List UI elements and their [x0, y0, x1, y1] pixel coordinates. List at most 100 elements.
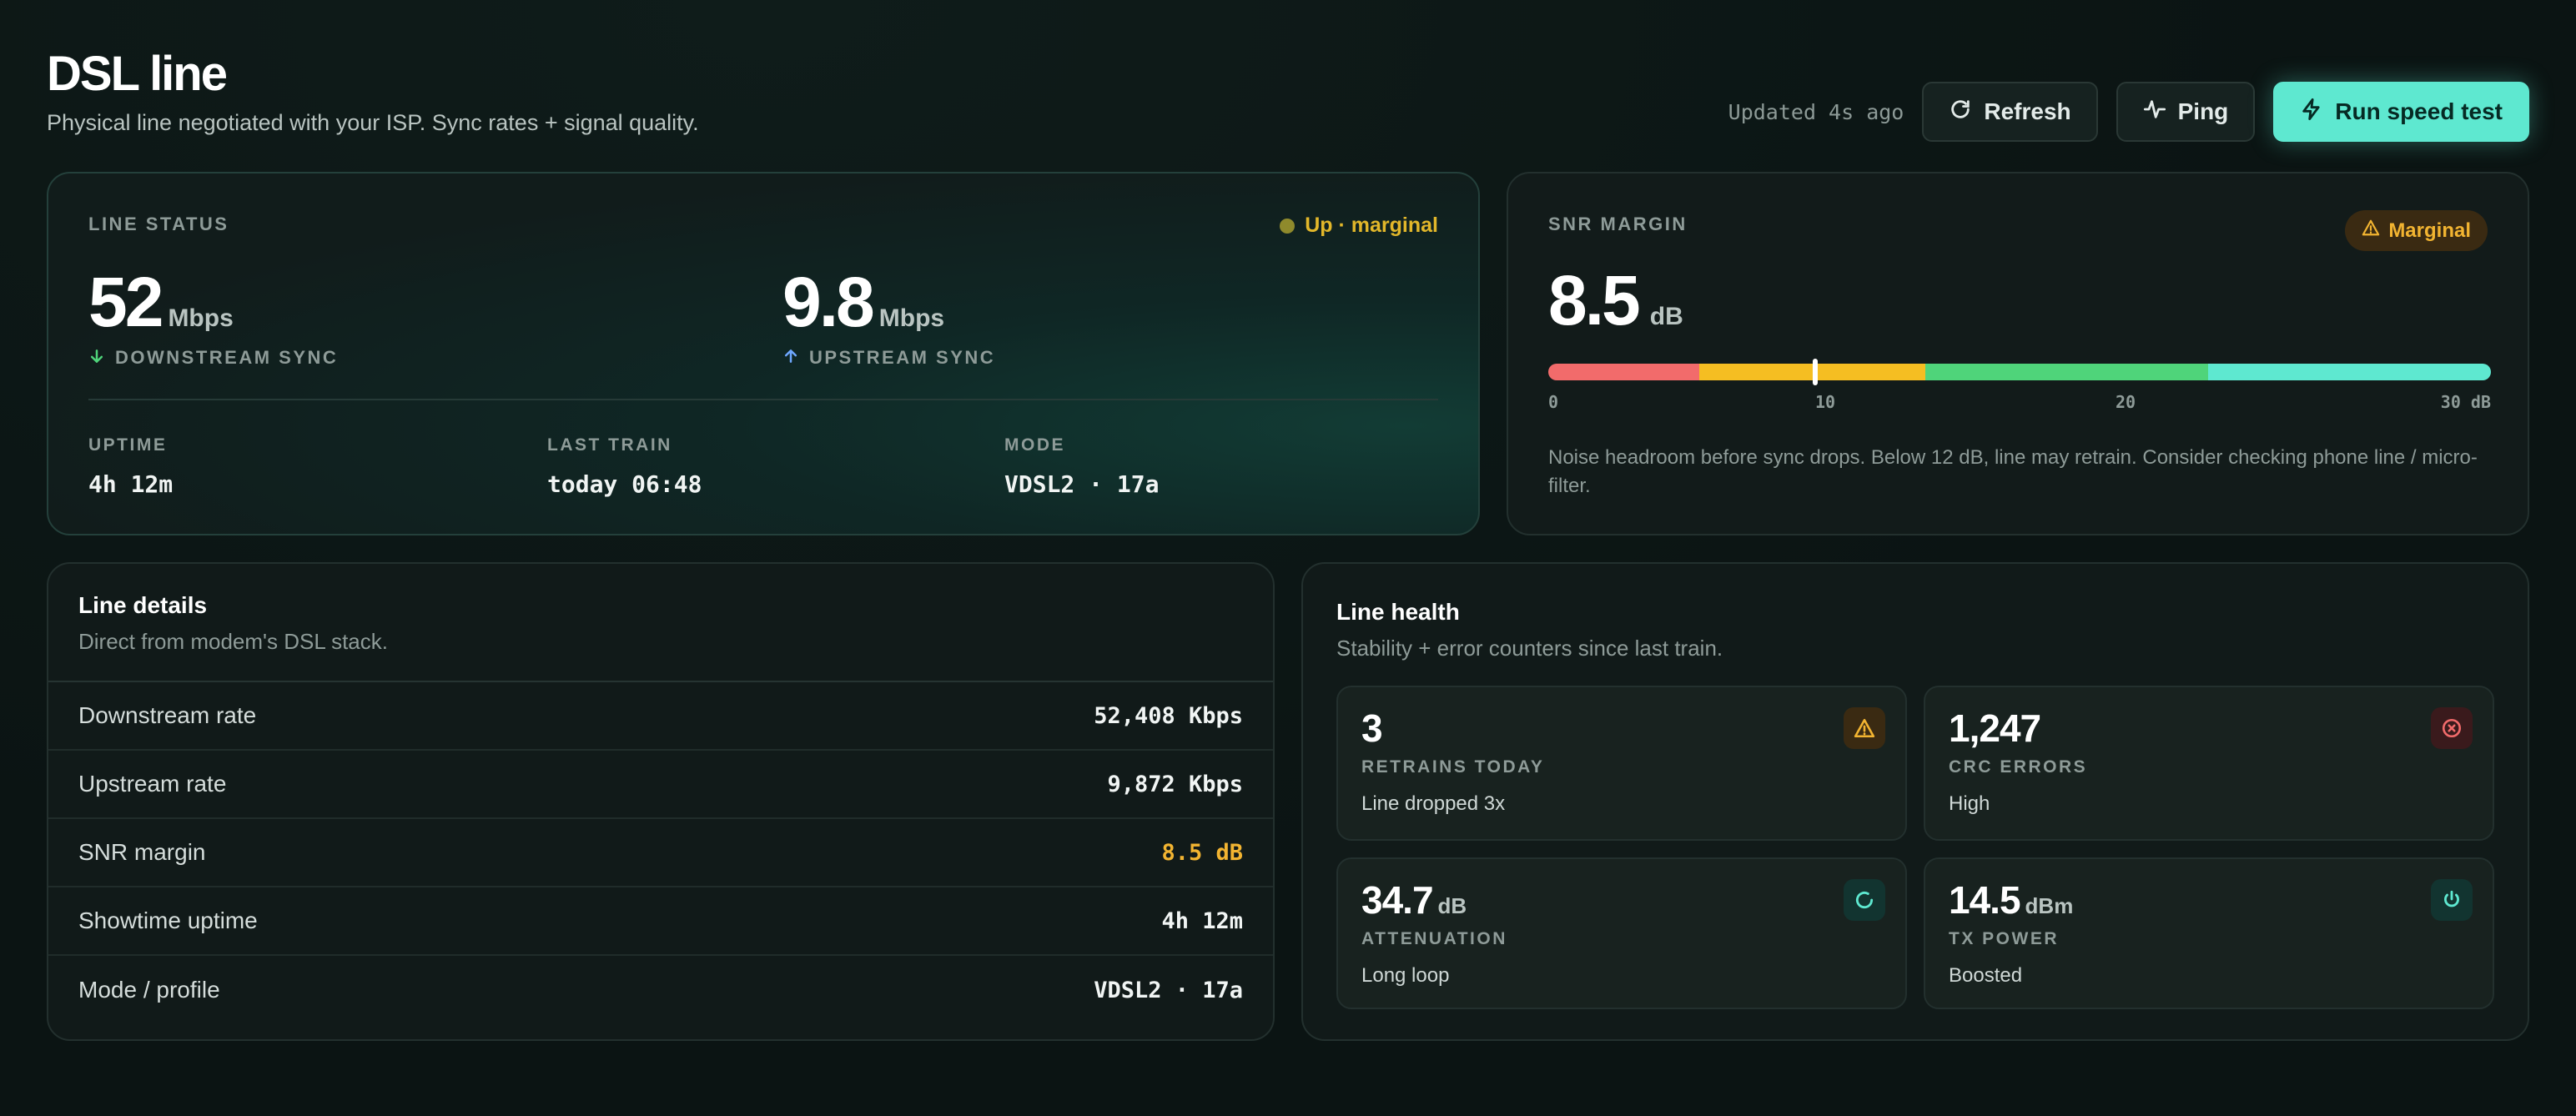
- tile-label: CRC ERRORS: [1949, 757, 2088, 777]
- snr-value-row: 8.5 dB: [1548, 265, 1683, 335]
- mode-value: VDSL2 · 17a: [1004, 470, 1160, 498]
- tile-desc: Long loop: [1361, 964, 1450, 987]
- downstream-value: 52: [88, 263, 164, 341]
- upstream-sync: 9.8 Mbps UPSTREAM SYNC: [782, 267, 995, 369]
- crc-value: 1,247: [1949, 706, 2041, 750]
- mode-meta: MODE VDSL2 · 17a: [1004, 435, 1159, 498]
- row-key: Downstream rate: [78, 702, 257, 728]
- refresh-label: Refresh: [1984, 98, 2071, 124]
- run-speed-test-button[interactable]: Run speed test: [2273, 82, 2529, 142]
- tile-desc: Line dropped 3x: [1361, 792, 1506, 815]
- crc-errors-tile: 1,247 CRC ERRORS High: [1924, 686, 2494, 841]
- line-health-card: Line health Stability + error counters s…: [1301, 562, 2529, 1041]
- row-value: VDSL2 · 17a: [1094, 977, 1243, 1003]
- snr-zone-excellent: [2207, 364, 2491, 380]
- tile-value: 14.5 dBm: [1949, 877, 2073, 922]
- arrow-up-icon: [782, 348, 799, 369]
- lightning-icon: [2300, 98, 2323, 127]
- mode-label: MODE: [1004, 435, 1065, 455]
- tx-power-unit: dBm: [2025, 893, 2074, 918]
- tile-desc: High: [1949, 792, 1990, 815]
- line-health-title: Line health: [1336, 599, 1460, 625]
- line-status-label: LINE STATUS: [88, 214, 229, 234]
- snr-value: 8.5: [1548, 261, 1641, 339]
- row-value: 9,872 Kbps: [1107, 771, 1243, 797]
- snr-tick: 10: [1815, 392, 1836, 412]
- downstream-unit: Mbps: [168, 304, 234, 332]
- snr-margin-label: SNR MARGIN: [1548, 214, 1688, 234]
- page-title: DSL line: [47, 47, 228, 101]
- line-status-badge-text: Up · marginal: [1305, 214, 1438, 237]
- line-status-divider: [88, 399, 1438, 400]
- retrains-tile: 3 RETRAINS TODAY Line dropped 3x: [1336, 686, 1907, 841]
- table-row: Upstream rate 9,872 Kbps: [48, 751, 1273, 819]
- last-train-value: today 06:48: [547, 470, 702, 498]
- tile-value: 34.7 dB: [1361, 877, 1467, 922]
- tile-label: ATTENUATION: [1361, 929, 1507, 948]
- table-row: Showtime uptime 4h 12m: [48, 887, 1273, 956]
- refresh-circle-icon: [1844, 879, 1885, 921]
- tx-power-tile: 14.5 dBm TX POWER Boosted: [1924, 857, 2494, 1009]
- row-key: Upstream rate: [78, 771, 227, 797]
- tile-desc: Boosted: [1949, 964, 2023, 987]
- snr-scale-bar: [1548, 364, 2491, 380]
- tile-value: 3: [1361, 706, 1383, 751]
- snr-zone-marginal: [1698, 364, 1925, 380]
- snr-status-badge: Marginal: [2345, 210, 2488, 251]
- tx-power-value: 14.5: [1949, 878, 2021, 922]
- line-details-card: Line details Direct from modem's DSL sta…: [47, 562, 1275, 1041]
- ping-label: Ping: [2177, 98, 2229, 124]
- error-circle-icon: [2431, 707, 2473, 749]
- tile-label: RETRAINS TODAY: [1361, 757, 1545, 777]
- table-row: Mode / profile VDSL2 · 17a: [48, 956, 1273, 1024]
- row-value: 8.5 dB: [1161, 839, 1243, 866]
- upstream-value: 9.8: [782, 263, 875, 341]
- line-health-header: Line health Stability + error counters s…: [1336, 599, 1723, 661]
- line-details-subtitle: Direct from modem's DSL stack.: [78, 629, 388, 654]
- snr-current-marker: [1813, 359, 1819, 385]
- header-left: DSL line Physical line negotiated with y…: [47, 47, 699, 136]
- snr-tick: 0: [1548, 392, 1559, 412]
- table-row: SNR margin 8.5 dB: [48, 819, 1273, 887]
- retrains-value: 3: [1361, 706, 1383, 750]
- snr-zone-good: [1924, 364, 2208, 380]
- line-details-title: Line details: [78, 592, 208, 618]
- pulse-icon: [2143, 98, 2166, 127]
- snr-margin-card: SNR MARGIN Marginal 8.5 dB 0 10 20 30 dB …: [1507, 172, 2529, 535]
- line-details-header: Line details Direct from modem's DSL sta…: [48, 564, 1273, 682]
- downstream-sync: 52 Mbps DOWNSTREAM SYNC: [88, 267, 338, 369]
- attenuation-tile: 34.7 dB ATTENUATION Long loop: [1336, 857, 1907, 1009]
- row-key: SNR margin: [78, 839, 206, 865]
- refresh-icon: [1949, 98, 1972, 127]
- downstream-label-row: DOWNSTREAM SYNC: [88, 347, 338, 369]
- uptime-label: UPTIME: [88, 435, 168, 455]
- header-actions: Updated 4s ago Refresh Ping Run speed te…: [1728, 82, 2529, 142]
- snr-note: Noise headroom before sync drops. Below …: [1548, 446, 2478, 497]
- uptime-value: 4h 12m: [88, 470, 174, 498]
- page-subtitle: Physical line negotiated with your ISP. …: [47, 110, 699, 135]
- refresh-button[interactable]: Refresh: [1922, 82, 2098, 142]
- attenuation-value: 34.7: [1361, 878, 1434, 922]
- downstream-label: DOWNSTREAM SYNC: [115, 347, 339, 368]
- status-dot-icon: [1280, 218, 1296, 234]
- tile-label: TX POWER: [1949, 929, 2060, 948]
- tile-value: 1,247: [1949, 706, 2041, 751]
- row-key: Showtime uptime: [78, 907, 258, 933]
- line-status-card: LINE STATUS Up · marginal 52 Mbps DOWNSTR…: [47, 172, 1480, 535]
- line-health-subtitle: Stability + error counters since last tr…: [1336, 636, 1723, 661]
- ping-button[interactable]: Ping: [2116, 82, 2256, 142]
- uptime-meta: UPTIME 4h 12m: [88, 435, 173, 498]
- last-train-label: LAST TRAIN: [547, 435, 672, 455]
- warning-icon: [1844, 707, 1885, 749]
- power-icon: [2431, 879, 2473, 921]
- table-row: Downstream rate 52,408 Kbps: [48, 682, 1273, 751]
- page-header: DSL line Physical line negotiated with y…: [47, 47, 2529, 172]
- row-value: 52,408 Kbps: [1094, 702, 1243, 729]
- upstream-label-row: UPSTREAM SYNC: [782, 347, 995, 369]
- row-key: Mode / profile: [78, 977, 220, 1003]
- snr-tick: 30 dB: [2440, 392, 2491, 412]
- line-status-badge: Up · marginal: [1280, 214, 1438, 238]
- arrow-down-icon: [88, 348, 105, 369]
- snr-tick: 20: [2116, 392, 2136, 412]
